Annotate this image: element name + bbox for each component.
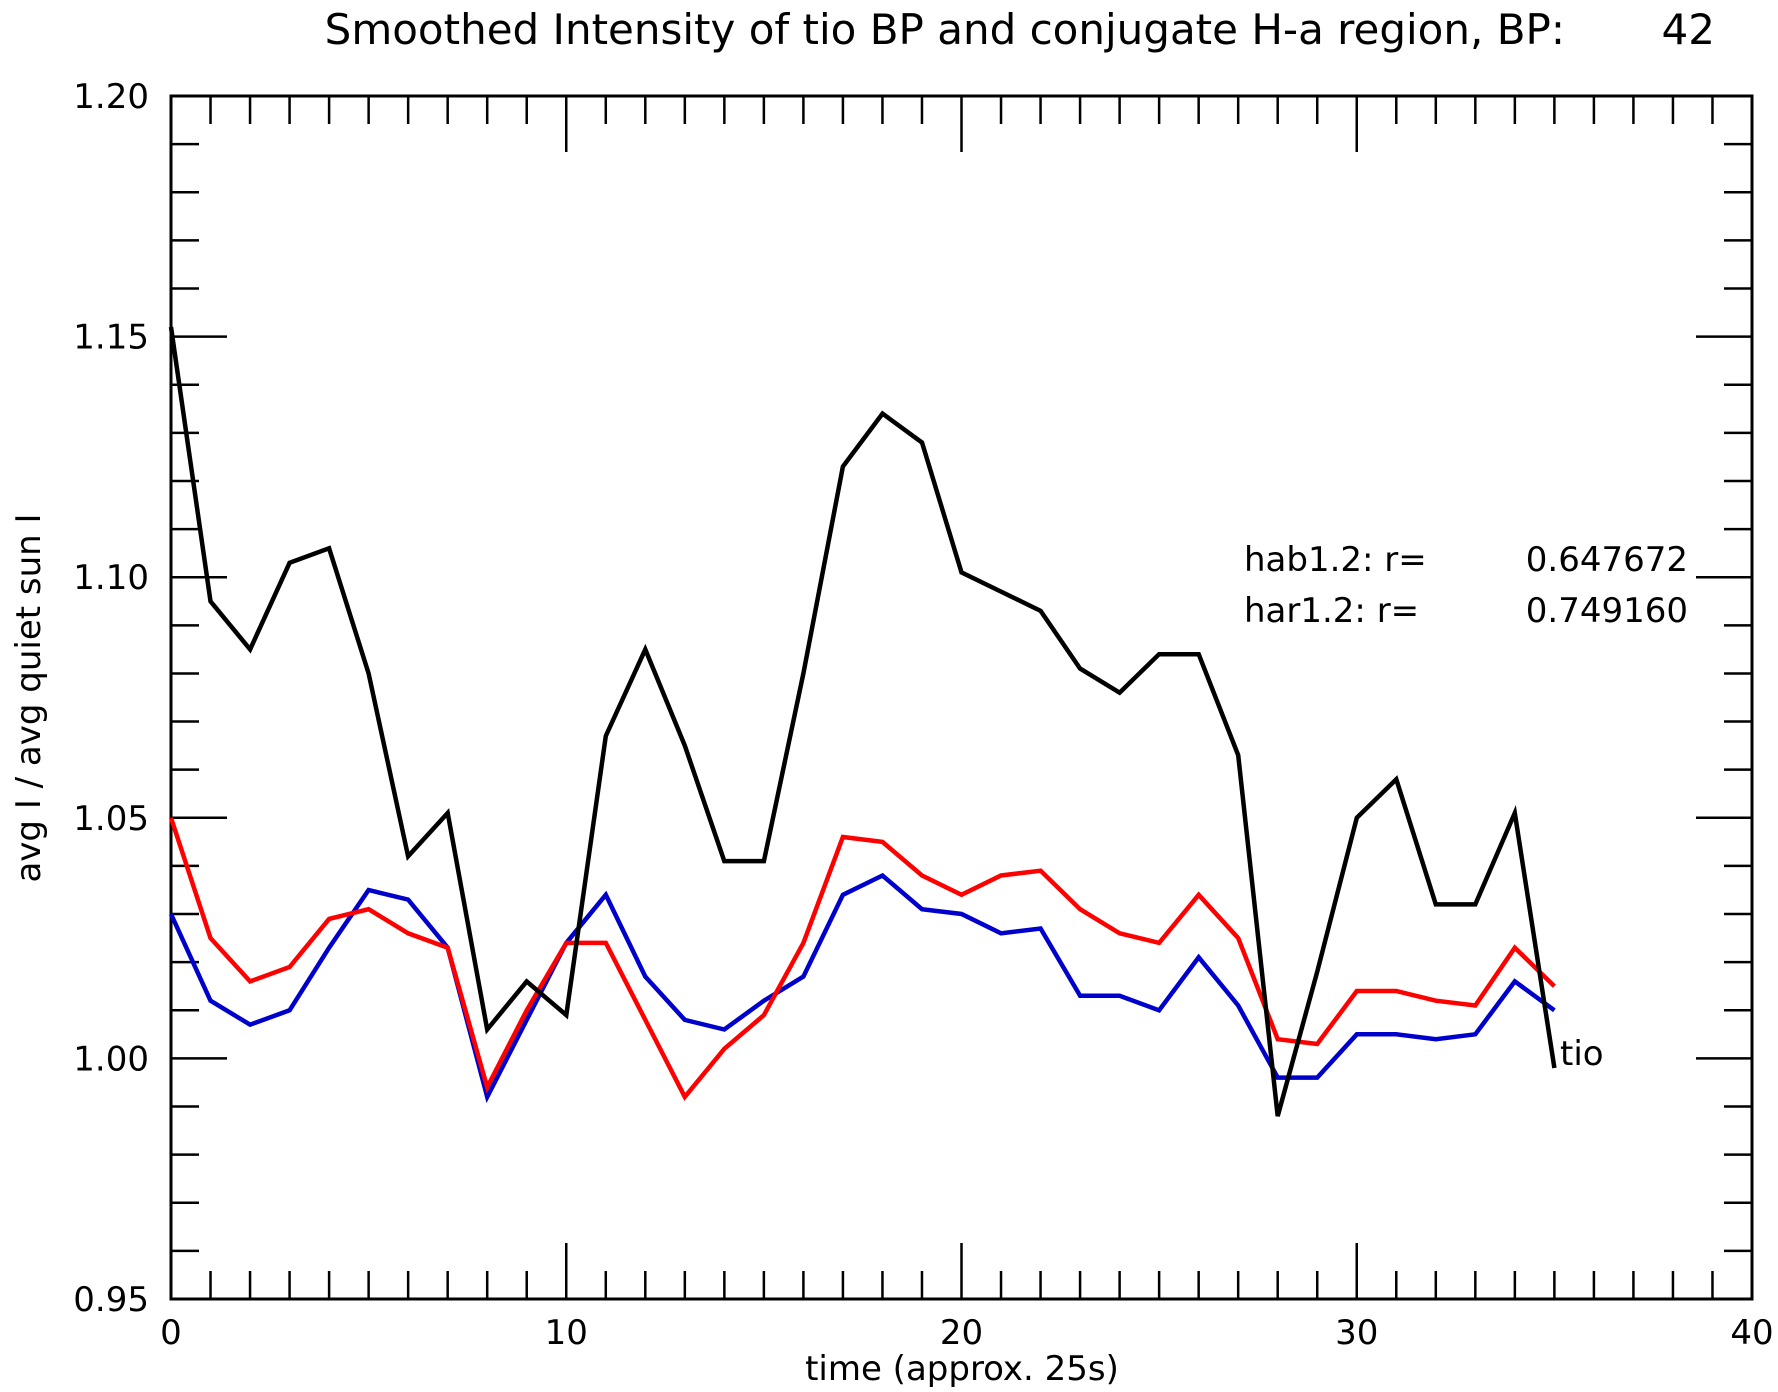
y-tick-label: 0.95 xyxy=(73,1280,149,1320)
chart-title-value: 42 xyxy=(1662,5,1715,54)
chart-title: Smoothed Intensity of tio BP and conjuga… xyxy=(325,5,1715,54)
x-axis-label: time (approx. 25s) xyxy=(805,1349,1119,1389)
x-tick-label: 40 xyxy=(1730,1313,1773,1353)
correlation-value: 0.749160 xyxy=(1526,591,1688,631)
x-tick-label: 0 xyxy=(160,1313,182,1353)
correlation-label: hab1.2: r= xyxy=(1244,540,1427,580)
y-tick-label: 1.10 xyxy=(73,558,149,598)
y-tick-label: 1.15 xyxy=(73,318,149,358)
series-label-tio: tio xyxy=(1560,1034,1604,1074)
x-tick-label: 30 xyxy=(1335,1313,1378,1353)
x-tick-label: 10 xyxy=(545,1313,588,1353)
x-axis-tick-labels: 0 10 20 30 40 xyxy=(160,1313,1773,1353)
series-line-2 xyxy=(168,817,1556,1101)
y-tick-label: 1.00 xyxy=(73,1039,149,1079)
correlation-label: har1.2: r= xyxy=(1244,591,1419,631)
y-tick-label: 1.05 xyxy=(73,799,149,839)
correlation-annotations: hab1.2: r= 0.647672 har1.2: r= 0.749160 xyxy=(1244,540,1688,631)
chart-title-text: Smoothed Intensity of tio BP and conjuga… xyxy=(325,5,1565,54)
y-axis-label: avg I / avg quiet sun I xyxy=(9,513,49,882)
series-lines xyxy=(168,326,1557,1117)
plot-frame xyxy=(169,94,1754,1301)
series-line-1 xyxy=(168,872,1556,1104)
axis-ticks xyxy=(169,94,1754,1301)
correlation-value: 0.647672 xyxy=(1526,540,1688,580)
series-line-0 xyxy=(168,326,1557,1117)
x-tick-label: 20 xyxy=(940,1313,983,1353)
y-tick-label: 1.20 xyxy=(73,77,149,117)
y-axis-tick-labels: 0.95 1.00 1.05 1.10 1.15 1.20 xyxy=(73,77,149,1320)
